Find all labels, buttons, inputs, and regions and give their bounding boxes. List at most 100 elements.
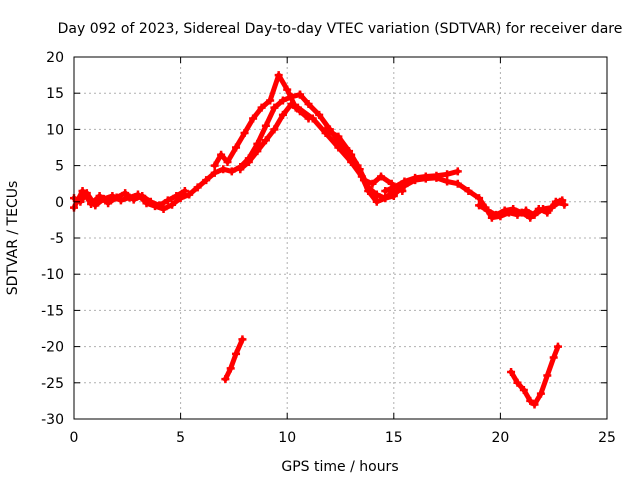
data-point <box>283 85 292 94</box>
data-point <box>475 201 484 210</box>
data-point <box>266 96 275 105</box>
data-point <box>270 103 279 112</box>
data-point <box>389 190 398 199</box>
y-tick-label: 15 <box>46 86 64 102</box>
data-point <box>560 200 569 209</box>
data-point <box>278 110 287 119</box>
data-point <box>443 177 452 186</box>
data-point <box>334 143 343 152</box>
data-point <box>359 176 368 185</box>
data-point <box>334 132 343 141</box>
chart-title: Day 092 of 2023, Sidereal Day-to-day VTE… <box>58 21 623 37</box>
data-point <box>453 167 462 176</box>
data-point <box>238 335 247 344</box>
data-point <box>226 364 235 373</box>
data-point <box>321 125 330 134</box>
data-point <box>95 192 104 201</box>
data-point <box>232 143 241 152</box>
data-point <box>483 206 492 215</box>
x-tick-label: 0 <box>70 430 79 446</box>
data-point <box>513 378 522 387</box>
data-point <box>536 389 545 398</box>
y-tick-label: -15 <box>41 303 64 319</box>
data-point <box>202 176 211 185</box>
data-point <box>155 201 164 210</box>
data-point <box>78 186 87 195</box>
x-tick-label: 20 <box>491 430 509 446</box>
data-point <box>453 179 462 188</box>
x-tick-label: 15 <box>385 430 403 446</box>
data-point <box>464 186 473 195</box>
data-point <box>193 183 202 192</box>
data-point <box>389 183 398 192</box>
x-axis-label: GPS time / hours <box>281 459 398 475</box>
data-point <box>219 165 228 174</box>
y-tick-label: -20 <box>41 340 64 356</box>
y-tick-label: 10 <box>46 122 64 138</box>
data-point <box>526 213 535 222</box>
data-point <box>293 103 302 112</box>
data-point <box>353 161 362 170</box>
data-point <box>168 200 177 209</box>
data-point <box>159 205 168 214</box>
data-layer <box>70 71 569 409</box>
data-point <box>517 208 526 217</box>
data-point <box>249 114 258 123</box>
data-point <box>543 208 552 217</box>
data-point <box>551 197 560 206</box>
data-point <box>345 147 354 156</box>
x-tick-label: 5 <box>176 430 185 446</box>
data-point <box>278 96 287 105</box>
data-point <box>443 170 452 179</box>
data-point <box>411 176 420 185</box>
data-point <box>180 186 189 195</box>
y-tick-label: 0 <box>55 195 64 211</box>
y-tick-label: -5 <box>50 231 64 247</box>
data-point <box>172 192 181 201</box>
data-point <box>381 186 390 195</box>
series-line-outlier-a <box>222 336 245 382</box>
grid-layer <box>74 57 607 419</box>
data-point <box>185 190 194 199</box>
data-point <box>475 194 484 203</box>
data-point <box>500 206 509 215</box>
y-tick-label: -30 <box>41 412 64 428</box>
data-point <box>308 114 317 123</box>
data-point <box>368 179 377 188</box>
data-point <box>210 161 219 170</box>
data-point <box>543 371 552 380</box>
data-point <box>270 125 279 134</box>
data-point <box>121 189 130 198</box>
data-point <box>381 194 390 203</box>
data-point <box>236 165 245 174</box>
data-point <box>210 168 219 177</box>
data-point <box>221 375 230 384</box>
data-point <box>534 205 543 214</box>
data-point <box>295 90 304 99</box>
data-point <box>240 129 249 138</box>
data-point <box>400 181 409 190</box>
data-point <box>129 195 138 204</box>
data-point <box>163 196 172 205</box>
data-point <box>261 121 270 130</box>
data-point <box>558 196 567 205</box>
data-point <box>87 199 96 208</box>
data-point <box>530 400 539 409</box>
data-point <box>364 186 373 195</box>
data-point <box>549 353 558 362</box>
data-point <box>227 167 236 176</box>
data-point <box>232 349 241 358</box>
data-point <box>146 197 155 206</box>
data-point <box>304 100 313 109</box>
data-point <box>261 136 270 145</box>
data-point <box>421 174 430 183</box>
data-point <box>509 205 518 214</box>
data-point <box>257 103 266 112</box>
data-point <box>287 100 296 109</box>
tick-layer: 0 5 10 15 20 25 -30 -25 -20 -15 -10 -5 0 5 10 15 20 <box>41 50 616 446</box>
data-point <box>217 150 226 159</box>
data-point <box>315 110 324 119</box>
data-point <box>138 192 147 201</box>
